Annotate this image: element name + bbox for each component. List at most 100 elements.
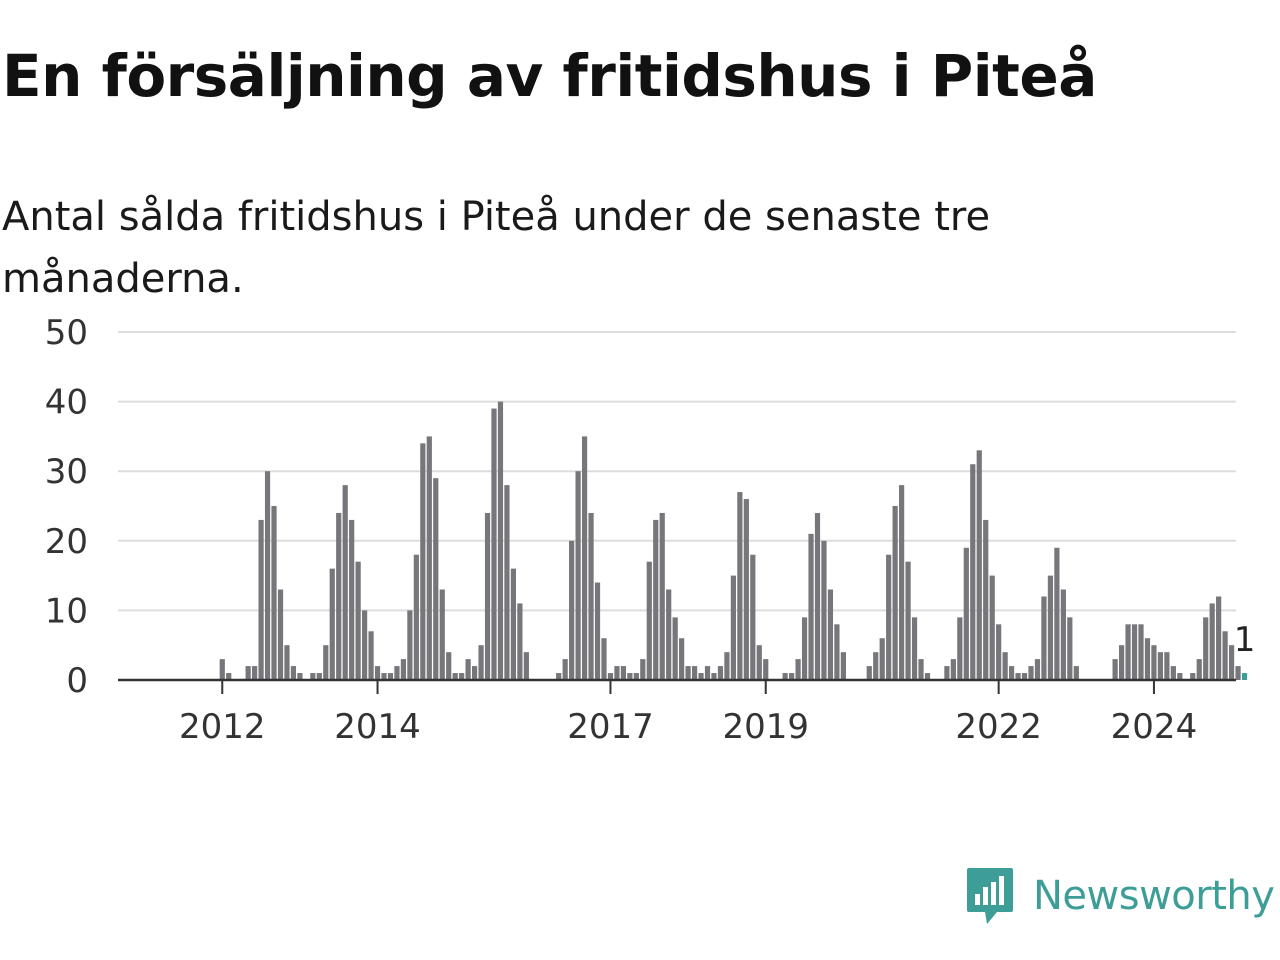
bar (1015, 673, 1021, 680)
bar (834, 624, 840, 680)
bar (497, 401, 504, 680)
y-axis: 0 10 20 30 40 50 (45, 313, 88, 701)
bar (808, 533, 814, 680)
bar (924, 673, 931, 680)
x-tick-label: 2024 (1111, 707, 1198, 747)
bar (1034, 659, 1041, 680)
bar (976, 450, 982, 680)
bar (601, 638, 607, 680)
bar (814, 512, 821, 680)
y-tick-label: 50 (45, 313, 88, 353)
bar (1216, 596, 1222, 680)
bar (743, 499, 749, 680)
bar (614, 666, 620, 680)
bar (1177, 673, 1183, 680)
bar (277, 589, 284, 680)
bar (517, 603, 523, 680)
bar (666, 589, 672, 680)
bar (1151, 645, 1157, 680)
bar (245, 666, 251, 680)
bar (704, 666, 711, 680)
chart-subtitle: Antal sålda fritidshus i Piteå under de … (2, 194, 991, 302)
y-tick-label: 30 (45, 452, 88, 492)
bar (724, 652, 730, 680)
newsworthy-logo-icon (967, 868, 1013, 924)
bar (1028, 666, 1034, 680)
bar (879, 638, 885, 680)
bar (323, 645, 329, 680)
y-tick-label: 0 (66, 661, 88, 701)
bar (329, 568, 335, 680)
y-tick-label: 20 (45, 522, 88, 562)
bar (944, 666, 950, 680)
bar (349, 519, 355, 680)
brand-name: Newsworthy (1033, 873, 1275, 919)
bar (381, 673, 387, 680)
bar (821, 540, 827, 680)
bar (1060, 589, 1066, 680)
y-tick-label: 40 (45, 383, 88, 423)
bar (290, 666, 297, 680)
bar (258, 519, 264, 680)
bar (653, 519, 659, 680)
bar (1144, 638, 1151, 680)
bar (362, 610, 368, 680)
bar (1047, 575, 1054, 680)
bar (892, 506, 898, 680)
bar (484, 512, 491, 680)
gridlines (118, 331, 1236, 612)
bar (1203, 617, 1209, 680)
bar (970, 464, 976, 680)
bar (737, 492, 743, 680)
bar (400, 659, 407, 680)
bar (439, 589, 445, 680)
bar (465, 659, 471, 680)
bar (789, 673, 795, 680)
bar (1112, 659, 1118, 680)
bar (446, 652, 452, 680)
data-labels: 1 (1234, 620, 1256, 660)
bar (1073, 666, 1079, 680)
bar (1196, 659, 1202, 680)
bar (562, 659, 568, 680)
bar (691, 666, 698, 680)
bar (672, 617, 678, 680)
bar (1228, 645, 1235, 680)
bar (1209, 603, 1215, 680)
bar (459, 673, 465, 680)
bar (1021, 673, 1028, 680)
bar (284, 645, 290, 680)
bar (996, 624, 1002, 680)
bar (659, 512, 665, 680)
bar (420, 443, 426, 680)
bar (646, 561, 652, 680)
bar (387, 673, 394, 680)
bar (407, 610, 413, 680)
bar (510, 568, 517, 680)
bar (886, 554, 892, 680)
bar (394, 666, 400, 680)
bar (491, 408, 497, 680)
bar (1157, 652, 1164, 680)
bar (426, 436, 432, 680)
bar (1138, 624, 1144, 680)
bar (569, 540, 575, 680)
bar (1170, 666, 1176, 680)
bar (252, 666, 258, 680)
x-tick-label: 2019 (722, 707, 809, 747)
bar (368, 631, 374, 680)
bar (1041, 596, 1047, 680)
x-tick-label: 2014 (334, 707, 421, 747)
bar (750, 554, 756, 680)
bar (840, 652, 846, 680)
bar (911, 617, 918, 680)
bar (581, 436, 588, 680)
bar (413, 554, 419, 680)
last-value-label: 1 (1234, 620, 1256, 660)
bar (575, 471, 581, 680)
bar (730, 575, 736, 680)
bar (556, 673, 562, 680)
bar (219, 659, 225, 680)
bar (1222, 631, 1228, 680)
